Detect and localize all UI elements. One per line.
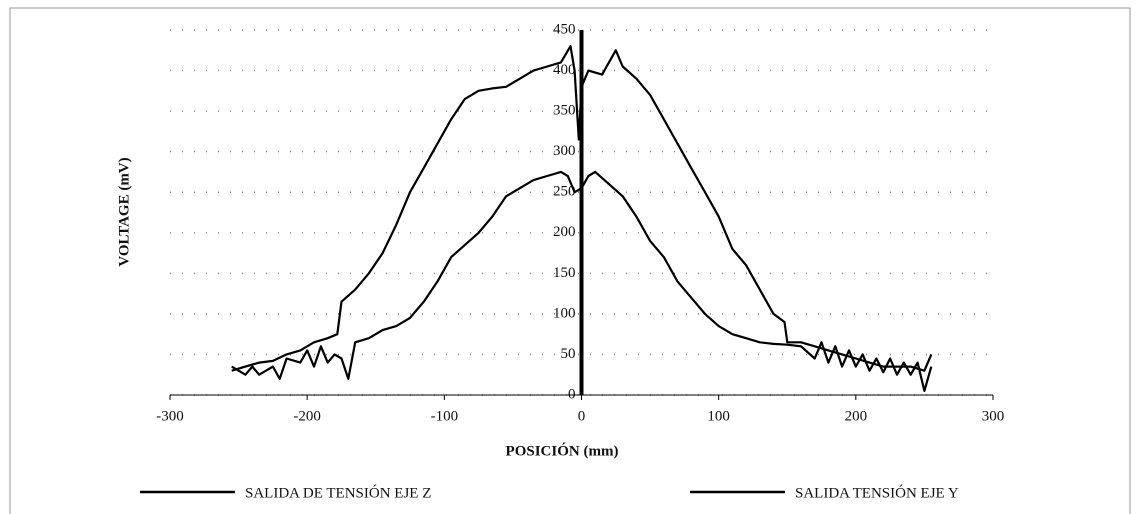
- y-tick-label: 50: [561, 346, 576, 362]
- y-tick-label: 300: [553, 143, 576, 159]
- legend-label: SALIDA TENSIÓN EJE Y: [795, 484, 959, 501]
- x-axis-label: POSICIÓN (mm): [506, 442, 619, 459]
- y-tick-label: 450: [553, 21, 576, 37]
- y-tick-label: 400: [553, 62, 576, 78]
- x-tick-label: -300: [156, 408, 184, 424]
- y-tick-label: 200: [553, 224, 576, 240]
- x-tick-label: 100: [707, 408, 730, 424]
- series-line: [231, 45, 933, 372]
- x-tick-label: 300: [982, 408, 1005, 424]
- x-tick-label: -100: [431, 408, 459, 424]
- x-tick-label: -200: [293, 408, 321, 424]
- y-tick-label: 150: [553, 265, 576, 281]
- x-tick-label: 200: [845, 408, 868, 424]
- legend-label: SALIDA DE TENSIÓN EJE Z: [245, 484, 431, 501]
- chart-border: [9, 7, 1131, 514]
- y-axis-label: VOLTAGE (mV): [116, 157, 132, 266]
- y-tick-label: 250: [553, 184, 576, 200]
- x-tick-label: 0: [578, 408, 586, 424]
- y-tick-label: 100: [553, 305, 576, 321]
- series-line: [231, 170, 933, 392]
- y-tick-label: 0: [568, 386, 576, 402]
- y-tick-label: 350: [553, 103, 576, 119]
